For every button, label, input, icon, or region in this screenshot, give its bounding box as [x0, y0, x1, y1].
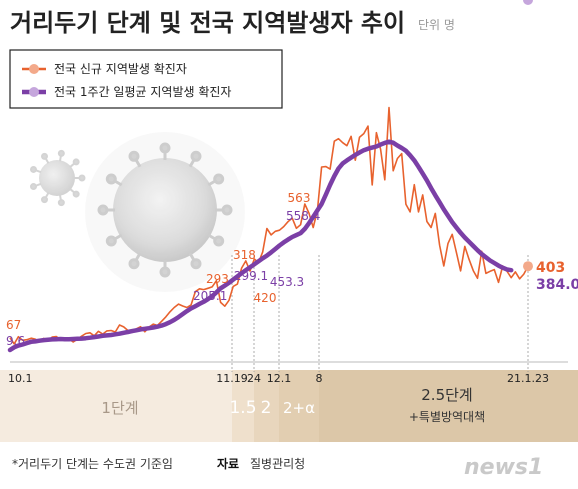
data-labels: 67 293 318 420 563 403 9.6 205.1 299.1 453.3 558.4…	[6, 191, 578, 348]
legend-weekly-marker	[29, 87, 39, 97]
virus-spike-tip	[57, 149, 65, 157]
weekly-data-label: 453.3	[270, 275, 304, 289]
daily-data-label: 293	[206, 272, 229, 286]
virus-spike-tip	[78, 174, 86, 182]
virus-spike-tip	[97, 204, 109, 216]
daily-data-label: 67	[6, 318, 21, 332]
weekly-data-label: 384.0	[536, 277, 578, 293]
legend: 전국 신규 지역발생 확진자 전국 1주간 일평균 지역발생 확진자	[9, 49, 283, 109]
virus-spike-tip	[30, 183, 38, 191]
series-daily-end-marker	[523, 261, 533, 272]
daily-data-label: 403	[536, 260, 565, 276]
x-tick-label: 24	[247, 372, 261, 385]
daily-data-label: 563	[288, 191, 311, 205]
logo-text: news1	[464, 455, 543, 480]
unit-label: 단위 명	[418, 18, 455, 32]
series-weekly-end-marker	[523, 0, 533, 5]
chart-title: 거리두기 단계 및 전국 지역발생자 추이	[10, 9, 405, 37]
stage-band: 1단계 1.5 2 2+α 2.5단계 +특별방역대책	[0, 370, 578, 442]
stage-guides	[231, 255, 529, 372]
virus-spike-tip	[57, 199, 65, 207]
virus-spike-tip	[213, 235, 225, 247]
legend-daily-label: 전국 신규 지역발생 확진자	[54, 62, 187, 76]
virus-spike-tip	[105, 235, 117, 247]
news1-logo: news1	[464, 455, 543, 480]
virus-spike-tip	[72, 190, 80, 198]
weekly-data-label: 9.6	[6, 334, 25, 348]
x-tick-label: 10.1	[8, 372, 33, 385]
legend-daily-marker	[29, 64, 39, 74]
x-tick-label: 11.19	[216, 372, 248, 385]
virus-spike-tip	[128, 150, 140, 162]
virus-spike-tip	[41, 152, 48, 160]
virus-spike-tip	[159, 142, 171, 154]
stage-label-1: 1단계	[101, 399, 138, 417]
virus-spike-tip	[72, 158, 80, 166]
daily-data-label: 318	[233, 248, 256, 262]
footnote: *거리두기 단계는 수도권 기준임	[12, 457, 173, 471]
virus-spike-tip	[213, 173, 225, 185]
stage-sublabel-2-5: +특별방역대책	[409, 409, 485, 424]
x-tick-label: 12.1	[267, 372, 292, 385]
series-daily-line	[9, 106, 529, 345]
virus-spike-tip	[221, 204, 233, 216]
weekly-data-label: 558.4	[286, 209, 320, 223]
legend-weekly-label: 전국 1주간 일평균 지역발생 확진자	[54, 85, 231, 99]
virus-spike-tip	[128, 258, 140, 270]
daily-data-label: 420	[254, 291, 277, 305]
x-tick-labels: 10.1 11.19 24 12.1 8 21.1.23	[8, 372, 549, 385]
source-label: 자료	[217, 456, 239, 471]
series-weekly	[7, 0, 533, 353]
virus-spike-tip	[105, 173, 117, 185]
x-tick-label: 21.1.23	[507, 372, 549, 385]
virus-illustration	[30, 132, 245, 292]
virus-spike-tip	[41, 196, 48, 204]
source-value: 질병관리청	[250, 457, 305, 471]
virus-spike-tip	[30, 165, 38, 173]
x-tick-label: 8	[316, 372, 323, 385]
virus-spike-tip	[159, 266, 171, 278]
series-weekly-line	[7, 139, 514, 353]
stage-label-1-5: 1.5	[229, 398, 256, 418]
virus-spike-tip	[190, 258, 202, 270]
weekly-data-label: 299.1	[234, 269, 268, 283]
stage-label-2: 2	[261, 398, 272, 418]
stage-label-2-alpha: 2+α	[283, 399, 315, 417]
virus-spike-tip	[190, 150, 202, 162]
series-daily	[9, 106, 533, 345]
stage-label-2-5: 2.5단계	[421, 386, 472, 404]
weekly-data-label: 205.1	[193, 289, 227, 303]
